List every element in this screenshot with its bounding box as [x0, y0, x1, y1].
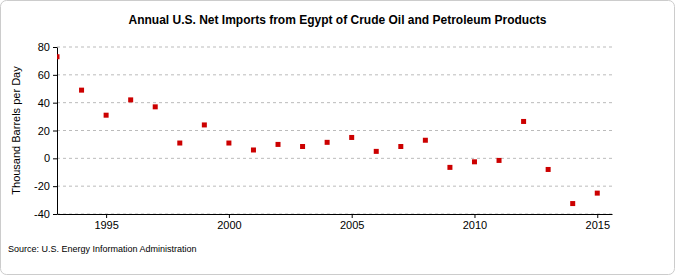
point	[472, 159, 477, 164]
y-tick-label: 0	[44, 152, 50, 164]
x-tick: 2015	[586, 214, 610, 231]
y-tick: 40	[38, 97, 57, 109]
y-tick-mark	[53, 103, 57, 104]
point	[276, 142, 281, 147]
x-tick: 2010	[463, 214, 487, 231]
x-tick: 2005	[340, 214, 364, 231]
source: Source: U.S. Energy Information Administ…	[8, 244, 197, 254]
grid-line	[57, 130, 612, 131]
y-tick: 20	[38, 125, 57, 137]
point	[349, 135, 354, 140]
point	[251, 147, 256, 152]
x-tick-mark	[106, 214, 107, 218]
point	[300, 144, 305, 149]
grid-line	[57, 47, 612, 48]
y-axis: -40 -20 0 20 40 60 80	[34, 41, 57, 220]
point	[104, 113, 109, 118]
x-tick-mark	[474, 214, 475, 218]
x-tick-mark	[597, 214, 598, 218]
grid-line	[57, 102, 612, 103]
grid-line	[57, 186, 612, 187]
y-tick-label: -20	[34, 180, 50, 192]
point	[79, 88, 84, 93]
x-tick-label: 2000	[217, 219, 241, 231]
y-tick: 0	[44, 152, 57, 164]
title: Annual U.S. Net Imports from Egypt of Cr…	[128, 13, 546, 27]
y-tick-label: -40	[34, 208, 50, 220]
point	[128, 97, 133, 102]
point	[57, 54, 60, 59]
point	[226, 141, 231, 146]
background	[1, 1, 675, 275]
grid-line	[57, 214, 612, 215]
y-tick: -20	[34, 180, 57, 192]
y-axis-title: Thousand Barrels per Day	[10, 66, 22, 195]
grid	[57, 47, 612, 214]
point	[398, 144, 403, 149]
x-axis-line	[58, 214, 613, 215]
y-tick-mark	[53, 158, 57, 159]
x-tick-label: 2010	[463, 219, 487, 231]
point	[570, 201, 575, 206]
x-axis: 1995 2000 2005 2010 2015	[58, 214, 613, 231]
x-tick: 2000	[217, 214, 241, 231]
x-tick-label: 1995	[94, 219, 118, 231]
x-tick: 1995	[94, 214, 118, 231]
point	[521, 119, 526, 124]
point	[202, 122, 207, 127]
point	[325, 140, 330, 145]
point	[447, 165, 452, 170]
y-tick-label: 80	[38, 41, 50, 53]
y-tick: 60	[38, 69, 57, 81]
point	[595, 191, 600, 196]
y-axis-line	[57, 48, 58, 215]
points	[57, 54, 600, 206]
x-tick-mark	[352, 214, 353, 218]
y-tick: 80	[38, 41, 57, 53]
x-tick-mark	[229, 214, 230, 218]
x-tick-label: 2005	[340, 219, 364, 231]
y-tick-mark	[53, 214, 57, 215]
y-tick-mark	[53, 47, 57, 48]
grid-line	[57, 158, 612, 159]
x-tick-label: 2015	[586, 219, 610, 231]
y-tick-mark	[53, 75, 57, 76]
y-tick-mark	[53, 186, 57, 187]
point	[546, 167, 551, 172]
grid-line	[57, 74, 612, 75]
y-tick: -40	[34, 208, 57, 220]
chart: -40 -20 0 20 40 60 80 1995 2000 2005 2010 2015 Annua…	[0, 0, 675, 275]
point	[153, 104, 158, 109]
point	[497, 158, 502, 163]
point	[177, 141, 182, 146]
y-tick-label: 60	[38, 69, 50, 81]
point	[423, 138, 428, 143]
point	[374, 149, 379, 154]
y-tick-mark	[53, 131, 57, 132]
y-tick-label: 40	[38, 97, 50, 109]
y-tick-label: 20	[38, 125, 50, 137]
